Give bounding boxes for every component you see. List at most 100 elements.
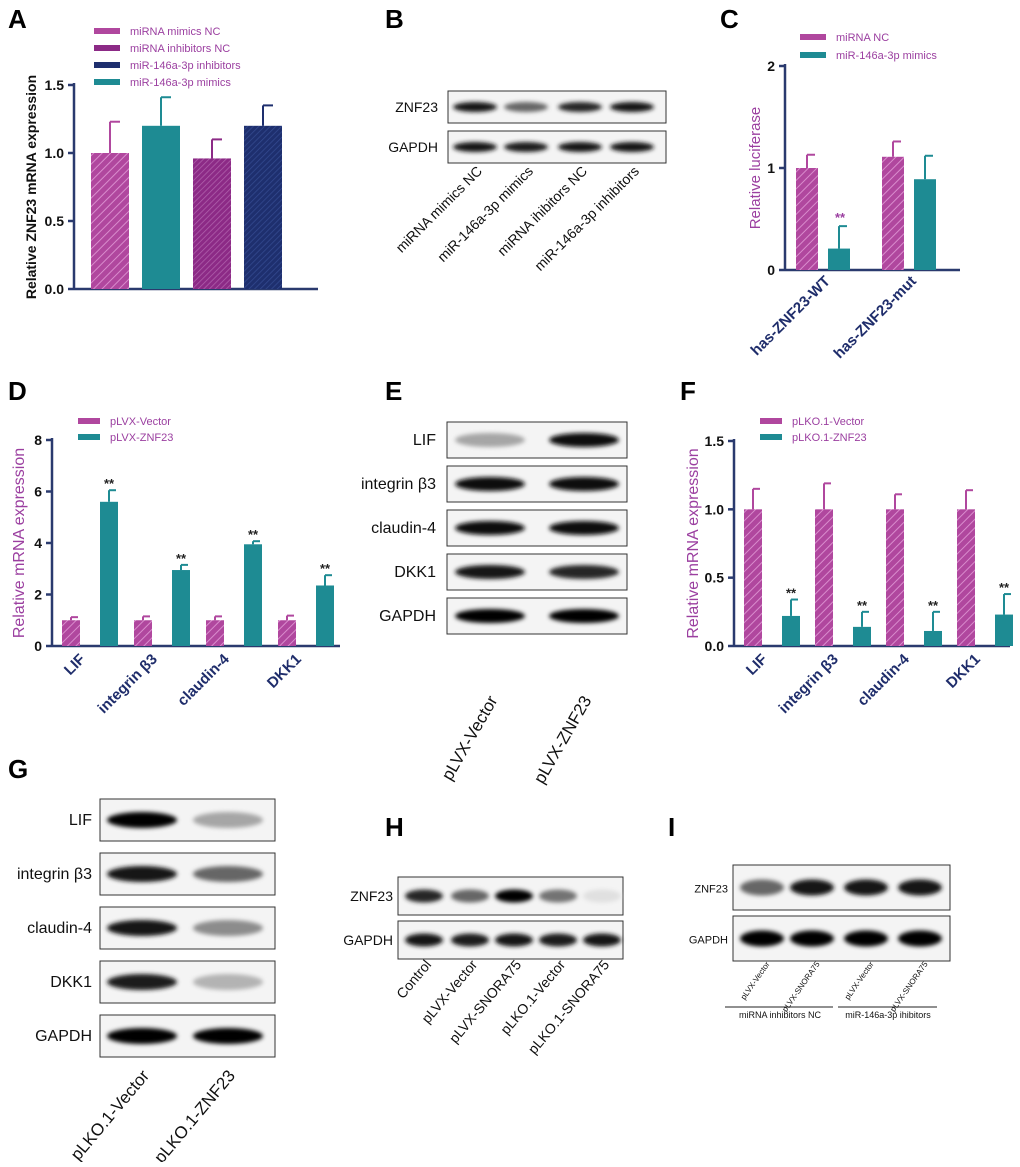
legend-swatch xyxy=(800,52,826,58)
y-tick-label: 0.0 xyxy=(45,281,65,297)
bar xyxy=(172,570,190,646)
blot-band xyxy=(193,1028,263,1044)
blot-band xyxy=(844,879,888,896)
x-category-label: LIF xyxy=(61,651,89,679)
blot-band xyxy=(610,102,654,112)
blot-band xyxy=(107,812,177,828)
blot-band xyxy=(193,920,263,936)
western-blot-g: LIF integrin β3 claudin-4 DKK1 GAPDH pLKO.1-V… xyxy=(17,798,276,1167)
legend-label: miR-146a-3p mimics xyxy=(130,77,231,89)
y-axis-title: Relative mRNA expression xyxy=(11,448,28,638)
blot-band xyxy=(455,565,525,579)
blot-lane-label: miRNA ihibitors NC xyxy=(494,163,590,259)
blot-row-label: ZNF23 xyxy=(395,99,438,115)
significance-mark: ** xyxy=(786,586,797,601)
y-axis-title: Relative luciferase xyxy=(747,107,764,230)
blot-band xyxy=(558,102,602,112)
bar xyxy=(193,158,231,289)
panel-label-e: E xyxy=(385,376,402,406)
x-category-label: claudin-4 xyxy=(854,650,913,709)
panel-label-i: I xyxy=(668,812,675,842)
blot-band xyxy=(898,879,942,896)
x-category-label: integrin β3 xyxy=(95,651,161,717)
blot-band xyxy=(539,889,577,903)
blot-band xyxy=(451,889,489,903)
bar xyxy=(924,630,942,646)
bar xyxy=(244,544,262,646)
bar xyxy=(278,620,296,646)
blot-row-label: integrin β3 xyxy=(17,866,92,883)
y-tick-label: 8 xyxy=(34,432,42,448)
y-tick-label: 0.5 xyxy=(705,570,725,586)
blot-band xyxy=(740,879,784,896)
blot-band xyxy=(539,933,577,947)
blot-band xyxy=(740,930,784,947)
blot-lane-label: pLVX-SNORA75 xyxy=(888,960,930,1014)
blot-row-label: claudin-4 xyxy=(371,520,436,537)
y-tick-label: 2 xyxy=(767,58,775,74)
legend-label: miRNA mimics NC xyxy=(130,26,220,38)
legend-label: pLKO.1-Vector xyxy=(792,416,864,428)
bar xyxy=(782,615,800,646)
blot-lane-label: miRNA mimics NC xyxy=(392,163,485,256)
blot-lane-label: pLVX-Vector xyxy=(438,692,502,783)
bar xyxy=(62,620,80,646)
chart-d: 0 2 4 6 8 Relative mRNA expression ** LIF ** inte… xyxy=(11,416,340,717)
blot-band xyxy=(193,812,263,828)
y-tick-label: 1 xyxy=(767,160,775,176)
chart-c: 0 1 2 Relative luciferase ** has-ZNF23-WThas-… xyxy=(747,32,960,362)
bar xyxy=(206,620,224,646)
group-label: miR-146a-3p ihibitors xyxy=(845,1010,931,1020)
legend-swatch xyxy=(800,34,826,40)
legend-swatch xyxy=(94,28,120,34)
blot-band xyxy=(107,866,177,882)
bar xyxy=(244,125,282,289)
bar xyxy=(853,626,871,646)
blot-row-label: DKK1 xyxy=(394,564,436,581)
panel-label-d: D xyxy=(8,376,27,406)
bar xyxy=(744,509,762,646)
blot-band xyxy=(549,477,619,491)
y-tick-label: 1.5 xyxy=(45,77,65,93)
x-category-label: claudin-4 xyxy=(174,650,233,709)
bar xyxy=(316,585,334,646)
blot-row-label: DKK1 xyxy=(50,974,92,991)
blot-band xyxy=(451,933,489,947)
significance-mark: ** xyxy=(928,598,939,613)
legend-swatch xyxy=(760,434,782,440)
blot-band xyxy=(453,102,497,112)
blot-lane-label: pLKO.1-Vector xyxy=(67,1066,153,1162)
bar xyxy=(914,179,936,270)
blot-band xyxy=(495,889,533,903)
chart-a: 0.0 0.5 1.0 1.5 Relative ZNF23 mRNA expressi… xyxy=(23,26,318,299)
blot-band xyxy=(455,433,525,447)
blot-row-label: GAPDH xyxy=(379,608,436,625)
blot-band xyxy=(455,521,525,535)
y-axis-title: Relative ZNF23 mRNA expression xyxy=(23,75,39,299)
y-tick-label: 1.0 xyxy=(45,145,65,161)
western-blot-h: ZNF23GAPDHControlpLVX-VectorpLVX-SNORA75… xyxy=(343,876,624,1057)
blot-lane-label: pLVX-Vector xyxy=(843,960,876,1002)
panel-label-g: G xyxy=(8,754,28,784)
y-tick-label: 0 xyxy=(34,638,42,654)
significance-mark: ** xyxy=(176,551,187,566)
blot-band xyxy=(405,933,443,947)
bar xyxy=(142,125,180,289)
legend-label: pLVX-ZNF23 xyxy=(110,432,173,444)
blot-row-label: GAPDH xyxy=(35,1028,92,1045)
blot-row-label: integrin β3 xyxy=(361,476,436,493)
legend-label: miRNA NC xyxy=(836,32,889,44)
blot-row-label: claudin-4 xyxy=(27,920,92,937)
blot-lane-label: pLKO.1-ZNF23 xyxy=(150,1066,239,1162)
blot-band xyxy=(107,1028,177,1044)
legend-label: miRNA inhibitors NC xyxy=(130,43,230,55)
blot-lane-label: pLVX-Vector xyxy=(739,960,772,1002)
blot-band xyxy=(107,974,177,990)
panel-label-a: A xyxy=(8,4,27,34)
blot-band xyxy=(549,521,619,535)
bar xyxy=(91,153,129,289)
y-tick-label: 6 xyxy=(34,484,42,500)
y-tick-label: 1.5 xyxy=(705,433,725,449)
